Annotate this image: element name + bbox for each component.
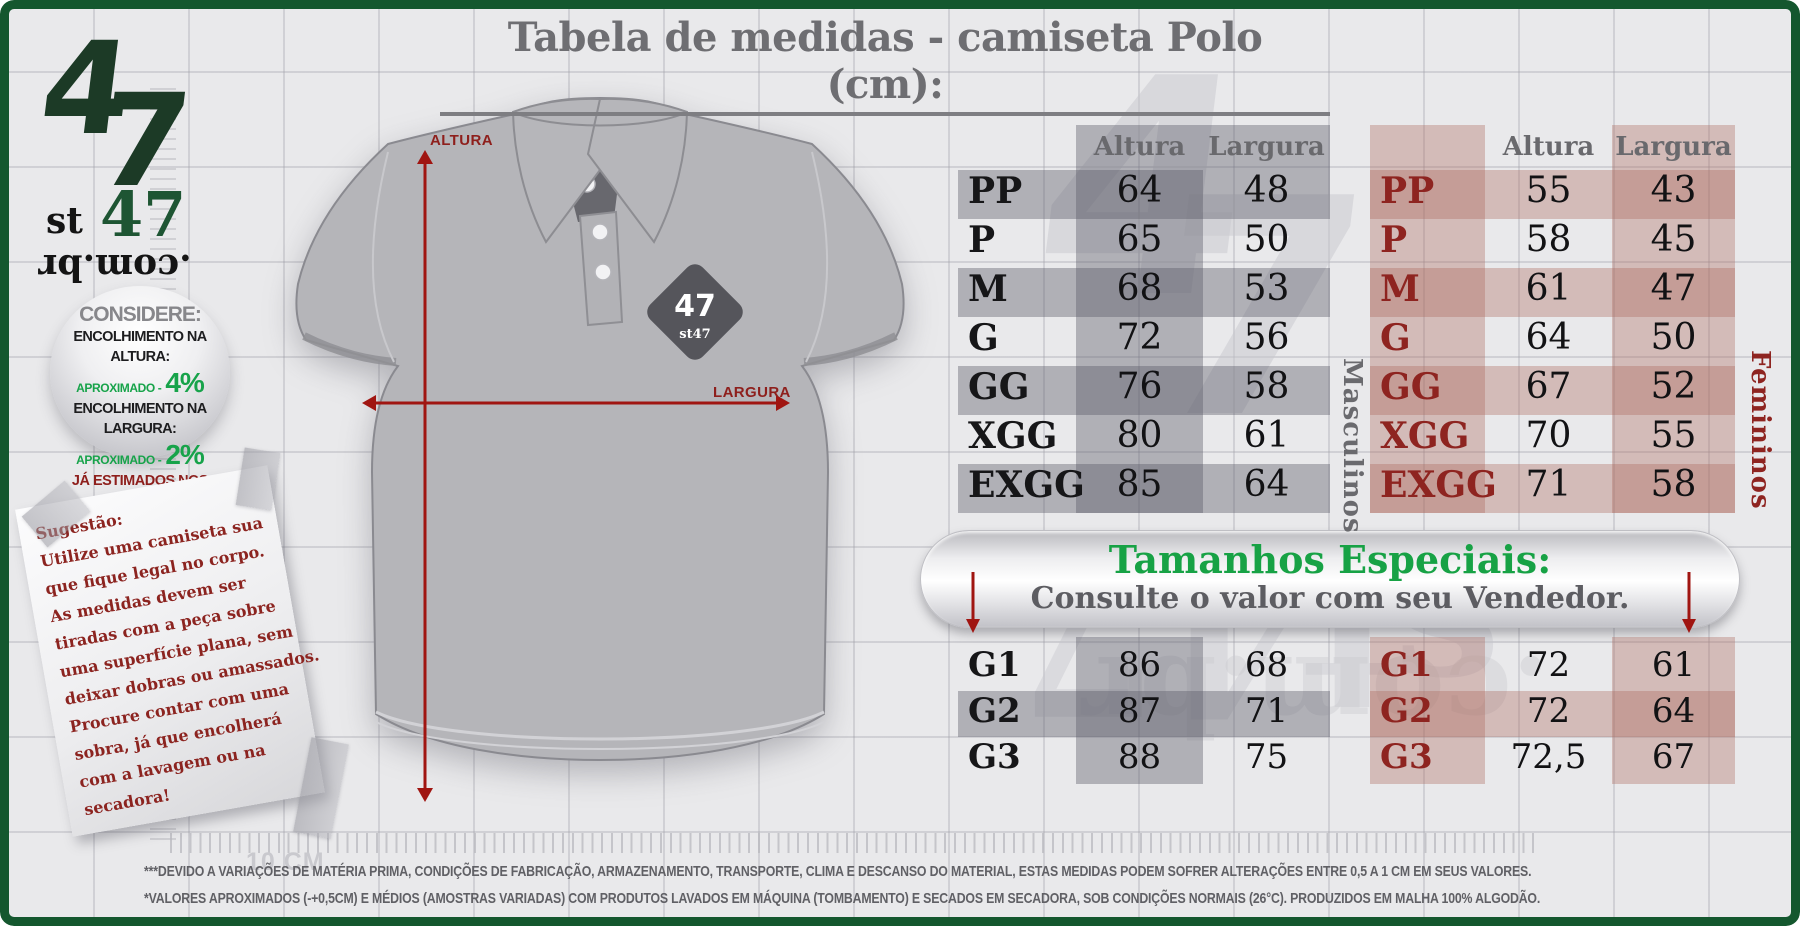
altura-header: Altura	[1093, 132, 1186, 162]
table-row: M 68 53	[958, 268, 1330, 317]
ruler-scale-label: 10 CM	[246, 848, 325, 876]
shirt-collar-right	[586, 97, 689, 244]
table-row: G3 88 75	[968, 737, 1289, 777]
down-arrow-right	[1682, 572, 1696, 633]
bottom-ruler	[170, 833, 1542, 853]
height-measure-label: ALTURA	[430, 132, 493, 149]
table-row: EXGG 85 64	[958, 464, 1330, 513]
down-arrow-left	[966, 572, 980, 633]
footnote-line-1: ***DEVIDO A VARIAÇÕES DE MATÉRIA PRIMA, …	[144, 863, 1532, 880]
feminine-special-table: G1 72 61 G2 72 64 G3 72,5 67	[1370, 637, 1735, 784]
masculine-special-table: G1 86 68 G2 87 71 G3 88 75	[958, 637, 1330, 784]
altura-column-bg	[1076, 125, 1203, 513]
table-row: M 61 47	[1370, 268, 1735, 317]
st47-logo: 4 7 st 47 .com.br	[0, 0, 260, 300]
badge-caption: st47	[679, 327, 710, 342]
shirt-body	[295, 96, 905, 762]
table-row: XGG 70 55	[1380, 415, 1697, 457]
largura-header: Largura	[1208, 132, 1325, 162]
shrink-height-value: APROXIMADO - 4%	[76, 367, 205, 398]
special-sizes-title: Tamanhos Especiais:	[1108, 537, 1552, 582]
feminine-axis-label: Femininos	[1745, 350, 1775, 510]
largura-header: Largura	[1615, 132, 1732, 162]
logo-domain-text: .com.br	[38, 246, 192, 288]
special-sizes-banner: Tamanhos Especiais: Consulte o valor com…	[920, 530, 1740, 628]
feminine-size-table: Altura Largura PP 55 43 P 58 45 M 61 47 …	[1370, 125, 1735, 513]
shirt-collar-left	[511, 97, 614, 244]
shirt-button	[594, 263, 612, 281]
table-row: EXGG 71 58	[1370, 464, 1735, 513]
shrinkage-info-badge: CONSIDERE: ENCOLHIMENTO NA ALTURA: APROX…	[50, 286, 230, 509]
altura-header: Altura	[1502, 132, 1595, 162]
table-row: G3 72,5 67	[1380, 737, 1696, 777]
shirt-chest-badge: 47 st47	[647, 264, 743, 360]
table-row: PP 55 43	[1370, 170, 1735, 219]
table-row: GG 67 52	[1370, 366, 1735, 415]
table-row: XGG 80 61	[968, 415, 1290, 457]
special-sizes-subtitle: Consulte o valor com seu Vendedor.	[1030, 581, 1630, 616]
table-row: GG 76 58	[958, 366, 1330, 415]
shirt-button	[591, 223, 609, 241]
logo-st-text: st	[46, 200, 83, 242]
largura-column-bg	[1612, 637, 1735, 784]
table-row: P 58 45	[1380, 219, 1697, 261]
table-header: Altura Largura	[1370, 125, 1735, 170]
table-row: PP 64 48	[958, 170, 1330, 219]
largura-column-bg	[1612, 125, 1735, 513]
footnotes: ***DEVIDO A VARIAÇÕES DE MATÉRIA PRIMA, …	[5, 858, 1550, 912]
consider-heading: CONSIDERE:	[79, 303, 202, 326]
masculine-axis-label: Masculinos	[1337, 358, 1367, 534]
table-header: Altura Largura	[958, 125, 1330, 170]
table-row: G2 72 64	[1370, 691, 1735, 737]
table-row: G1 86 68	[968, 645, 1289, 685]
table-row: G 72 56	[968, 317, 1290, 359]
size-column-bg	[1370, 125, 1485, 513]
shrink-height-label: ENCOLHIMENTO NA ALTURA:	[73, 329, 207, 365]
table-row: G1 72 61	[1380, 645, 1696, 685]
table-row: P 65 50	[968, 219, 1290, 261]
polo-shirt-illustration: 47 st47	[295, 96, 905, 762]
badge-number: 47	[674, 289, 716, 324]
width-measure-arrow	[362, 395, 790, 411]
shrink-width-value: APROXIMADO - 2%	[76, 439, 205, 470]
largura-header-bg	[1203, 125, 1330, 170]
footnote-line-2: *VALORES APROXIMADOS (-+0,5CM) E MÉDIOS …	[144, 890, 1541, 907]
height-measure-arrow	[417, 150, 433, 802]
altura-column-bg	[1076, 637, 1203, 784]
width-measure-label: LARGURA	[713, 384, 791, 401]
table-row: G 64 50	[1380, 317, 1697, 359]
shrink-width-label: ENCOLHIMENTO NA LARGURA:	[73, 401, 207, 437]
table-row: G2 87 71	[958, 691, 1330, 737]
size-column-bg	[1370, 637, 1485, 784]
logo-47-text: 47	[100, 178, 187, 251]
page-title: Tabela de medidas - camiseta Polo (cm):	[440, 14, 1330, 116]
masculine-size-table: Altura Largura PP 64 48 P 65 50 M 68 53 …	[958, 125, 1330, 513]
